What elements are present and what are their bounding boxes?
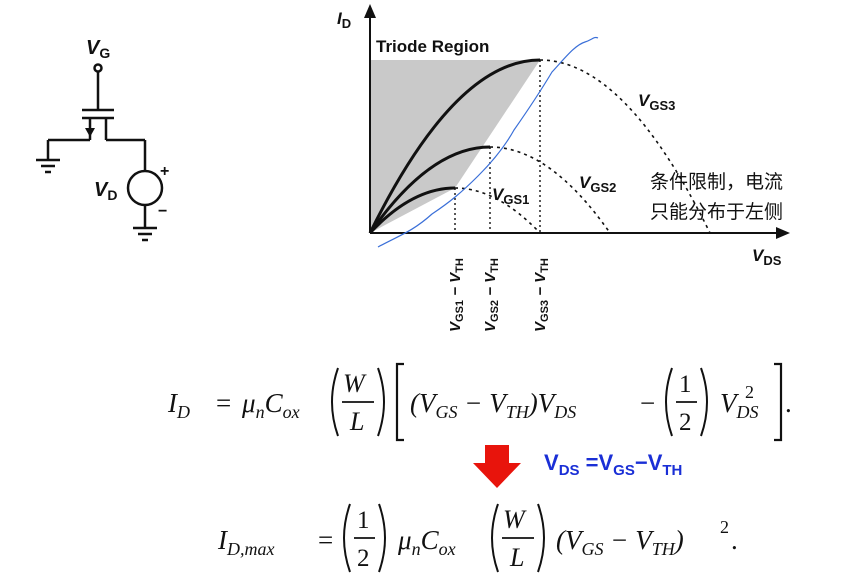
eq1-mu: μnCox [241, 388, 300, 422]
svg-text:2: 2 [745, 382, 754, 402]
y-axis-label: ID [337, 9, 351, 31]
curve-vgs1-triode [368, 186, 456, 235]
gate-label: VG [86, 37, 110, 61]
curve-label-vgs2: VGS2 [579, 173, 616, 195]
eq1-frac-num: W [343, 369, 367, 398]
eq2-frac-num: W [503, 505, 527, 534]
triode-curves [368, 58, 541, 235]
eq1-lhs: ID [167, 388, 190, 422]
svg-text:2: 2 [720, 517, 729, 537]
note-line-1: 条件限制，电流 [650, 171, 783, 193]
y-axis-arrow-icon [364, 4, 376, 18]
eq2-lhs: ID,max [217, 525, 275, 559]
svg-text:=: = [318, 525, 333, 555]
svg-text:.: . [785, 388, 792, 418]
eq2-half-den: 2 [357, 545, 370, 572]
svg-text:−: − [640, 388, 655, 418]
boundary-sketch [377, 36, 599, 248]
svg-text:.: . [731, 525, 738, 555]
source-voltage-label: VD [94, 179, 117, 203]
minus-sign: − [158, 203, 167, 220]
gate-terminal [93, 63, 103, 73]
curve-label-vgs3: VGS3 [638, 91, 675, 113]
down-arrow-icon [473, 445, 521, 488]
eq2-frac-den: L [509, 543, 524, 572]
tick-label-vgs1-vth: VGS1 − VTH [447, 258, 466, 332]
svg-text:=: = [216, 388, 231, 418]
eq1-body: (VGS − VTH)VDS [410, 388, 576, 422]
eq1-half-den: 2 [679, 409, 692, 436]
mosfet-circuit [46, 63, 164, 228]
curve-vgs3-triode [368, 58, 541, 234]
equation-saturation-current: ID,max = 1 2 μnCox W L (VGS − VTH) 2 . [217, 503, 738, 573]
ground-icon [133, 226, 157, 242]
ground-icon [36, 158, 60, 174]
triode-region [370, 60, 540, 233]
eq2-mu: μnCox [397, 525, 456, 559]
plus-sign: + [160, 163, 169, 180]
x-axis-label: VDS [752, 246, 782, 268]
eq2-half-num: 1 [357, 507, 370, 534]
x-axis-arrow-icon [776, 227, 790, 239]
triode-region-label: Triode Region [376, 37, 489, 56]
saturation-condition: VDS =VGS−VTH [544, 450, 682, 479]
tick-label-vgs3-vth: VGS3 − VTH [532, 258, 551, 332]
note-line-2: 只能分布于左侧 [650, 201, 783, 223]
tick-label-vgs2-vth: VGS2 − VTH [482, 258, 501, 332]
curve-vgs2-triode [368, 145, 491, 234]
vdsat-markers [454, 60, 541, 233]
eq1-frac-den: L [349, 407, 364, 436]
voltage-source-symbol [126, 169, 164, 207]
eq1-half-num: 1 [679, 371, 692, 398]
equation-triode-current: ID = μnCox W L (VGS − VTH)VDS − 1 2 VDS … [167, 362, 792, 442]
curve-label-vgs1: VGS1 [492, 185, 529, 207]
eq2-body: (VGS − VTH) [556, 525, 684, 559]
curve-vgs2-dashed [489, 146, 611, 234]
eq1-vds-squared: VDS [720, 388, 759, 422]
curve-vgs3-dashed [539, 59, 711, 234]
source-arrow-icon [85, 128, 95, 137]
